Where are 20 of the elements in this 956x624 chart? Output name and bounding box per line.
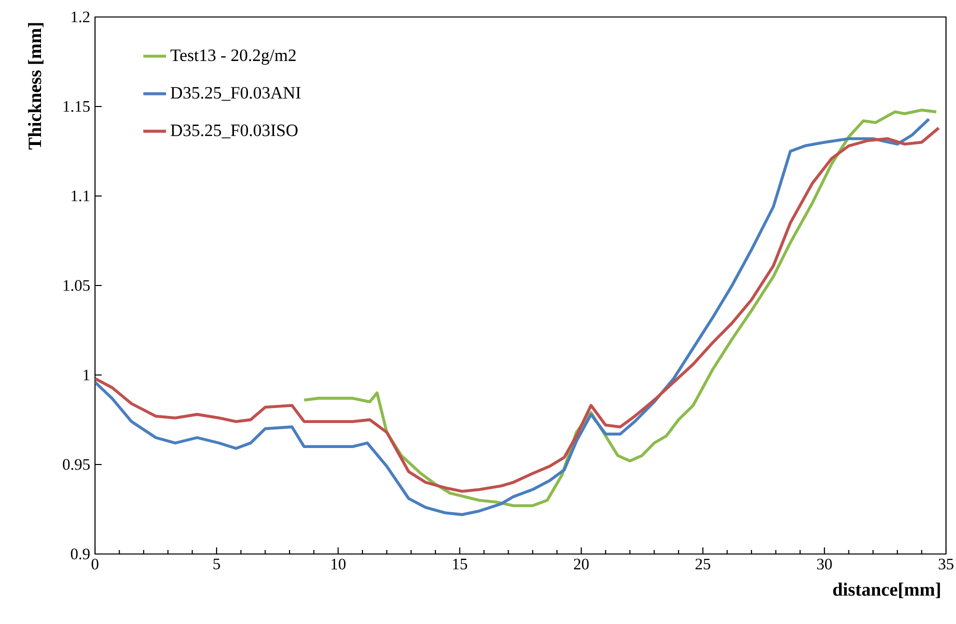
x-tick-label: 30 [817,558,832,570]
y-tick-label: 0.9 [70,548,90,560]
x-axis-title: distance[mm] [833,582,940,598]
x-tick-label: 20 [574,558,589,570]
x-tick-label: 5 [214,558,220,570]
legend-label: D35.25_F0.03ISO [170,124,298,138]
y-tick-label: 1.2 [72,12,90,22]
y-tick-label: 1.1 [72,190,90,202]
y-tick-label: 1.05 [64,280,90,291]
x-tick-label: 10 [332,558,346,570]
y-tick-label: 1.15 [64,101,90,112]
legend-label: D35.25_F0.03ANI [170,86,301,101]
x-tick-label: 25 [696,558,710,570]
y-tick-label: 1 [84,370,90,380]
x-tick-label: 35 [938,558,954,570]
legend-label: Test13 - 20.2g/m2 [170,49,296,65]
x-tick-label: 0 [92,558,98,570]
y-axis-title: Thickness [mm] [28,23,44,150]
y-tick-label: 0.95 [62,459,90,470]
x-tick-label: 15 [453,558,468,570]
